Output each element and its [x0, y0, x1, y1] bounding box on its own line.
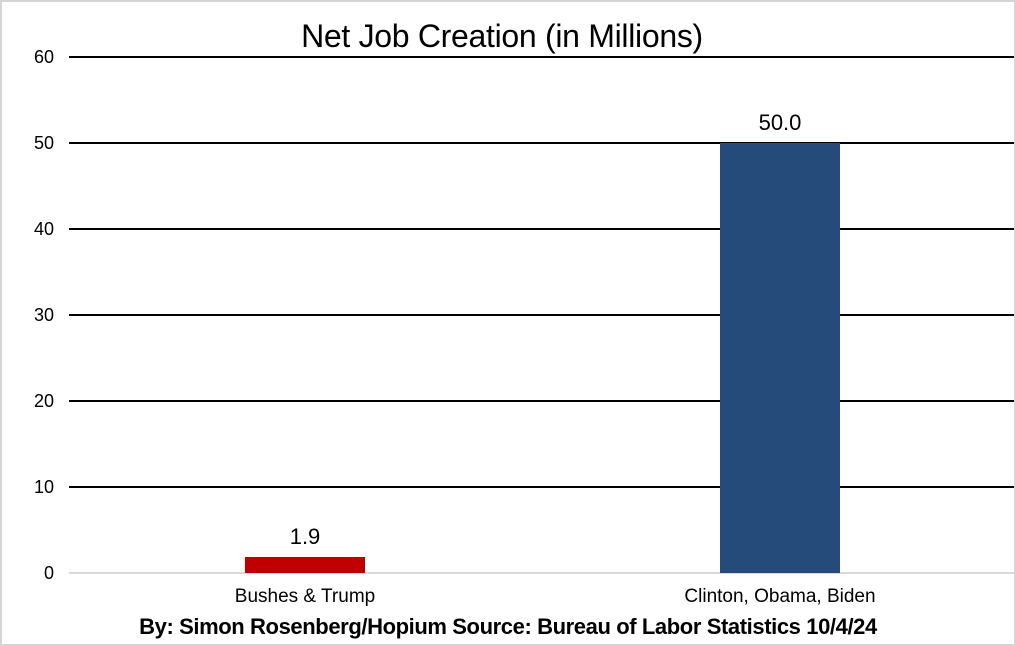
x-axis-label-bushes-trump: Bushes & Trump: [234, 586, 376, 607]
y-tick-label: 20: [33, 391, 54, 411]
x-axis-label-clinton-obama-biden: Clinton, Obama, Biden: [684, 586, 876, 607]
y-tick-label: 40: [33, 219, 54, 239]
chart-title: Net Job Creation (in Millions): [301, 18, 703, 54]
plot-area: 1.9 50.0: [69, 56, 1014, 574]
y-tick-label: 0: [43, 563, 54, 583]
gridline: [69, 400, 1014, 402]
y-tick-label: 10: [33, 477, 54, 497]
gridline: [69, 228, 1014, 230]
gridline: [69, 56, 1014, 58]
bar-group-bushes-trump: 1.9: [245, 57, 365, 573]
gridline: [69, 142, 1014, 144]
axis-baseline: [69, 572, 1014, 574]
chart-footer-attribution: By: Simon Rosenberg/Hopium Source: Burea…: [139, 614, 877, 639]
bar-group-clinton-obama-biden: 50.0: [720, 57, 840, 573]
bar-value-label: 50.0: [758, 110, 802, 135]
bar: [720, 143, 840, 573]
y-tick-label: 50: [33, 133, 54, 153]
bar-value-label: 1.9: [289, 524, 321, 549]
bar: [245, 557, 365, 573]
gridline: [69, 486, 1014, 488]
gridline: [69, 314, 1014, 316]
y-tick-label: 60: [33, 47, 54, 67]
y-axis: 0 10 20 30 40 50 60: [2, 47, 54, 583]
y-tick-label: 30: [33, 305, 54, 325]
